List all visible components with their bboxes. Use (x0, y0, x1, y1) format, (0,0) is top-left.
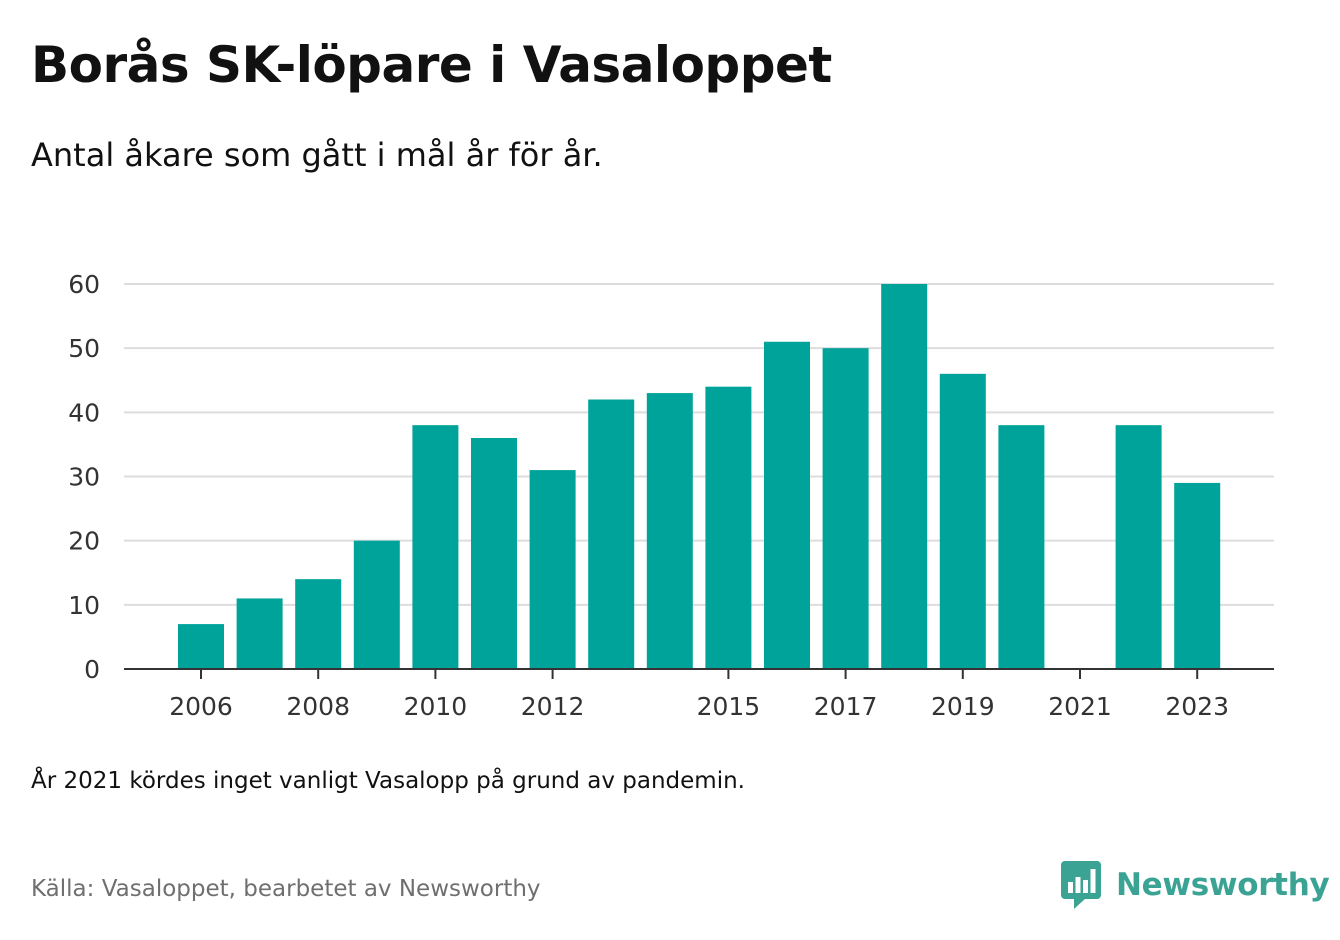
bar-layer (178, 284, 1221, 669)
x-tick-label-2021: 2021 (1048, 692, 1112, 721)
x-tick-label-2006: 2006 (169, 692, 233, 721)
y-tick-label-10: 10 (68, 591, 100, 620)
y-tick-label-50: 50 (68, 334, 100, 363)
chart-subtitle: Antal åkare som gått i mål år för år. (31, 136, 603, 174)
y-tick-label-20: 20 (68, 527, 100, 556)
y-tick-label-0: 0 (84, 655, 100, 684)
bar-chart-svg: 0 10 20 30 40 50 60 2006 2008 2010 2012 2015 2017 201… (68, 270, 1274, 721)
logo-text: Newsworthy (1116, 867, 1330, 903)
source-credit: Källa: Vasaloppet, bearbetet av Newswort… (31, 876, 541, 902)
x-tick-label-2010: 2010 (404, 692, 468, 721)
bar-2014 (646, 393, 693, 669)
bar-2015 (705, 386, 752, 669)
x-tick-label-2017: 2017 (814, 692, 878, 721)
x-tick-label-2015: 2015 (697, 692, 761, 721)
bar-chart: 0 10 20 30 40 50 60 2006 2008 2010 2012 2015 2017 201… (0, 250, 1340, 730)
footnote: År 2021 kördes inget vanligt Vasalopp på… (31, 768, 745, 794)
bar-2018 (881, 284, 928, 669)
axis-layer: 0 10 20 30 40 50 60 2006 2008 2010 2012 2015 2017 201… (68, 270, 1274, 721)
bar-2008 (295, 579, 342, 669)
bar-2023 (1174, 482, 1221, 669)
bar-2020 (998, 425, 1045, 669)
y-tick-label-30: 30 (68, 463, 100, 492)
bar-2013 (588, 399, 635, 669)
newsworthy-logo: Newsworthy (1060, 860, 1330, 910)
bar-2012 (529, 470, 576, 669)
bar-2009 (353, 540, 400, 669)
y-tick-label-60: 60 (68, 270, 100, 299)
bar-2010 (412, 425, 459, 669)
x-tick-label-2012: 2012 (521, 692, 585, 721)
bar-2022 (1115, 425, 1162, 669)
bar-2019 (939, 373, 986, 669)
bar-2007 (236, 598, 283, 669)
chart-bubble-icon (1061, 861, 1101, 909)
x-tick-label-2023: 2023 (1165, 692, 1229, 721)
bar-2017 (822, 348, 869, 669)
y-tick-label-40: 40 (68, 398, 100, 427)
grid-layer (124, 283, 1274, 606)
x-tick-label-2008: 2008 (286, 692, 350, 721)
x-tick-label-2019: 2019 (931, 692, 995, 721)
bar-2016 (764, 341, 810, 669)
chart-title: Borås SK-löpare i Vasaloppet (31, 36, 832, 94)
bar-2011 (471, 438, 517, 669)
bar-2006 (178, 624, 224, 669)
